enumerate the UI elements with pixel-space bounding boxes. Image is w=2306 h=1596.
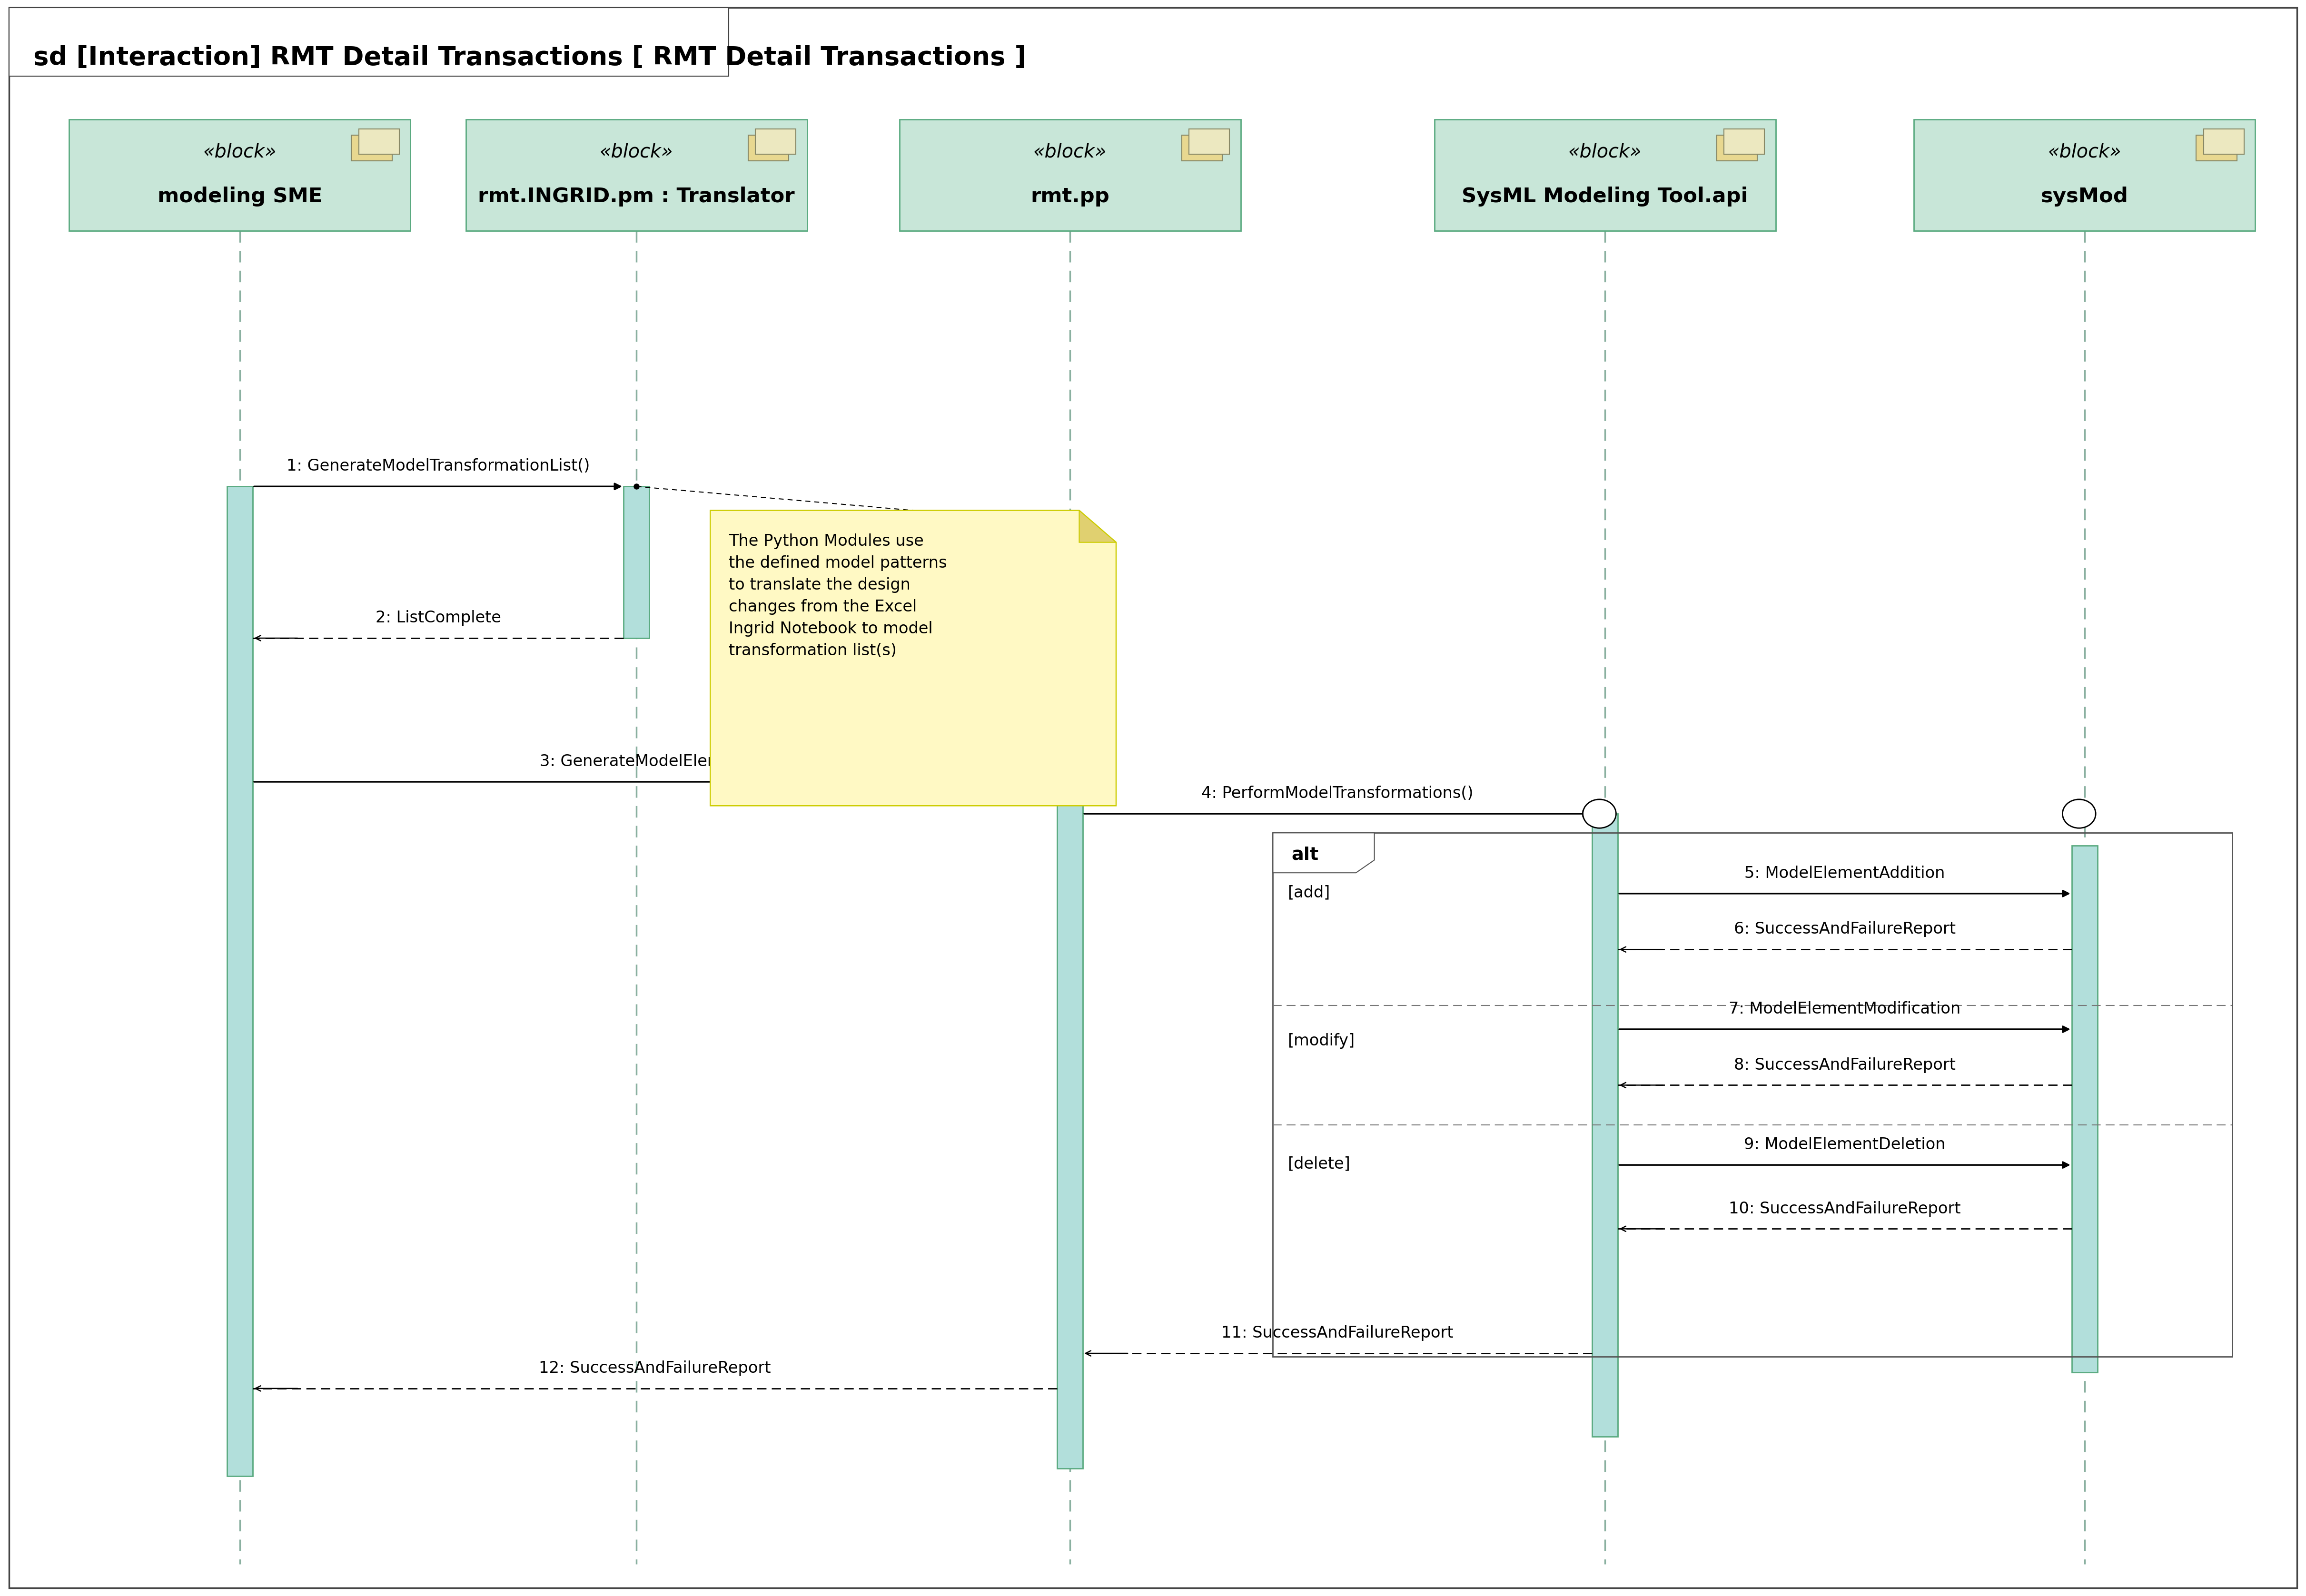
FancyBboxPatch shape bbox=[2071, 846, 2098, 1373]
FancyBboxPatch shape bbox=[226, 487, 254, 1476]
FancyBboxPatch shape bbox=[747, 136, 789, 161]
FancyBboxPatch shape bbox=[1190, 129, 1229, 155]
Polygon shape bbox=[1273, 833, 1374, 873]
FancyBboxPatch shape bbox=[360, 129, 399, 155]
Text: «block»: «block» bbox=[1568, 142, 1642, 161]
FancyBboxPatch shape bbox=[2205, 129, 2244, 155]
Circle shape bbox=[2062, 800, 2096, 828]
Text: «block»: «block» bbox=[2048, 142, 2122, 161]
Text: sd [Interaction] RMT Detail Transactions [ RMT Detail Transactions ]: sd [Interaction] RMT Detail Transactions… bbox=[32, 45, 1026, 70]
FancyBboxPatch shape bbox=[756, 129, 796, 155]
FancyBboxPatch shape bbox=[623, 487, 650, 638]
Text: modeling SME: modeling SME bbox=[157, 187, 323, 206]
Text: 10: SuccessAndFailureReport: 10: SuccessAndFailureReport bbox=[1730, 1200, 1960, 1216]
FancyBboxPatch shape bbox=[1716, 136, 1757, 161]
FancyBboxPatch shape bbox=[1914, 120, 2255, 231]
FancyBboxPatch shape bbox=[899, 120, 1241, 231]
Text: 4: PerformModelTransformations(): 4: PerformModelTransformations() bbox=[1201, 785, 1474, 801]
FancyBboxPatch shape bbox=[1725, 129, 1764, 155]
FancyBboxPatch shape bbox=[1181, 136, 1222, 161]
Text: [modify]: [modify] bbox=[1287, 1033, 1356, 1049]
Text: 8: SuccessAndFailureReport: 8: SuccessAndFailureReport bbox=[1734, 1057, 1955, 1073]
Polygon shape bbox=[710, 511, 1116, 806]
FancyBboxPatch shape bbox=[466, 120, 807, 231]
Text: 2: ListComplete: 2: ListComplete bbox=[376, 610, 500, 626]
Polygon shape bbox=[1079, 511, 1116, 543]
Text: «block»: «block» bbox=[203, 142, 277, 161]
Text: sysMod: sysMod bbox=[2041, 187, 2128, 206]
Text: 12: SuccessAndFailureReport: 12: SuccessAndFailureReport bbox=[540, 1360, 770, 1376]
Text: rmt.pp: rmt.pp bbox=[1031, 187, 1109, 206]
Circle shape bbox=[1582, 800, 1617, 828]
FancyBboxPatch shape bbox=[69, 120, 410, 231]
Text: 11: SuccessAndFailureReport: 11: SuccessAndFailureReport bbox=[1222, 1325, 1453, 1341]
Text: 7: ModelElementModification: 7: ModelElementModification bbox=[1730, 1001, 1960, 1017]
Text: 9: ModelElementDeletion: 9: ModelElementDeletion bbox=[1743, 1136, 1946, 1152]
FancyBboxPatch shape bbox=[2195, 136, 2237, 161]
Text: 6: SuccessAndFailureReport: 6: SuccessAndFailureReport bbox=[1734, 921, 1955, 937]
FancyBboxPatch shape bbox=[9, 8, 729, 77]
Text: alt: alt bbox=[1291, 846, 1319, 863]
FancyBboxPatch shape bbox=[1591, 814, 1619, 1436]
Text: [delete]: [delete] bbox=[1287, 1156, 1351, 1171]
Text: SysML Modeling Tool.api: SysML Modeling Tool.api bbox=[1462, 187, 1748, 206]
Text: 3: GenerateModelElements(): 3: GenerateModelElements() bbox=[540, 753, 770, 769]
Text: 5: ModelElementAddition: 5: ModelElementAddition bbox=[1746, 865, 1944, 881]
FancyBboxPatch shape bbox=[1434, 120, 1776, 231]
Text: «block»: «block» bbox=[600, 142, 673, 161]
Text: rmt.INGRID.pm : Translator: rmt.INGRID.pm : Translator bbox=[477, 187, 796, 206]
Text: 1: GenerateModelTransformationList(): 1: GenerateModelTransformationList() bbox=[286, 458, 590, 474]
Text: The Python Modules use
the defined model patterns
to translate the design
change: The Python Modules use the defined model… bbox=[729, 533, 948, 658]
Text: [add]: [add] bbox=[1287, 884, 1331, 900]
FancyBboxPatch shape bbox=[351, 136, 392, 161]
FancyBboxPatch shape bbox=[1056, 782, 1084, 1468]
Text: «block»: «block» bbox=[1033, 142, 1107, 161]
